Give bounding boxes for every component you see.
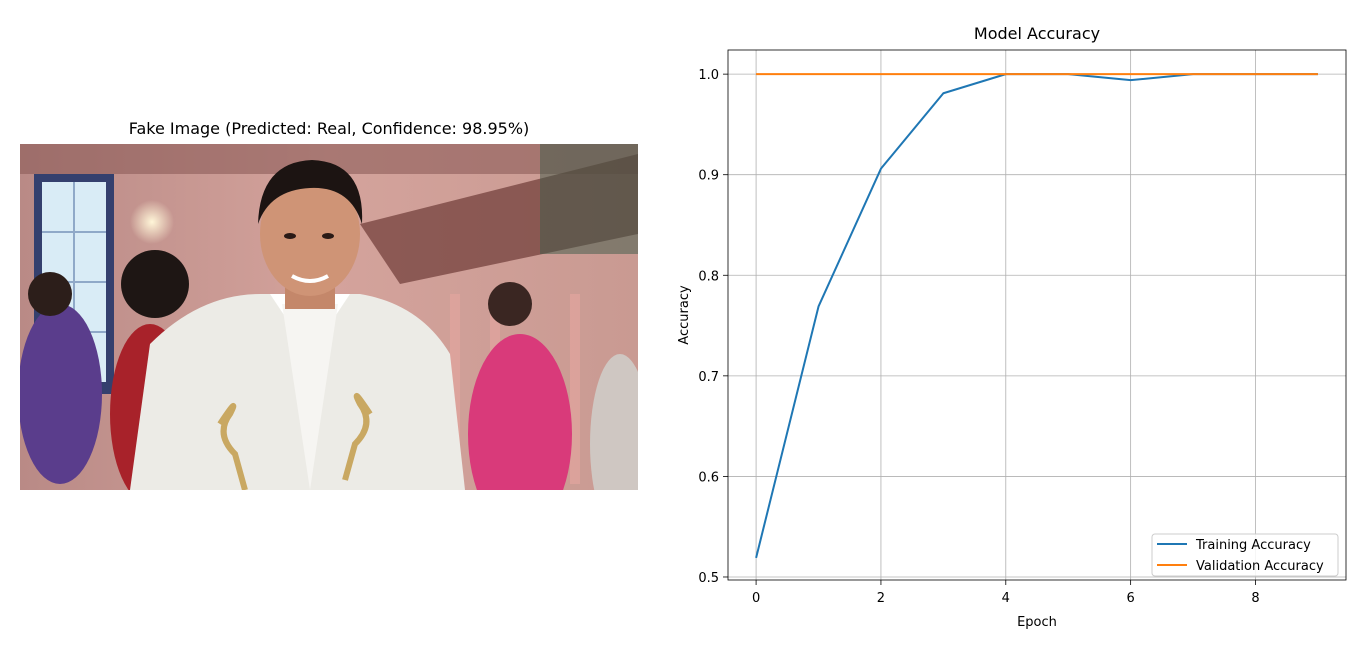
x-tick-label: 0 bbox=[752, 591, 760, 606]
person-photo bbox=[20, 144, 638, 490]
x-tick-label: 6 bbox=[1126, 591, 1134, 606]
y-tick-label: 0.8 bbox=[698, 269, 719, 284]
legend-label-validation: Validation Accuracy bbox=[1196, 559, 1324, 574]
plot-frame bbox=[727, 49, 1347, 581]
y-tick-label: 1.0 bbox=[698, 68, 719, 83]
y-tick-label: 0.7 bbox=[698, 370, 719, 385]
training-accuracy-line bbox=[755, 73, 1318, 559]
legend-box bbox=[1151, 533, 1339, 577]
grid-layer bbox=[728, 50, 1346, 580]
x-tick-label: 2 bbox=[877, 591, 885, 606]
tick-layer: 0 2 4 6 8 0.5 0.6 0.7 0.8 0.9 1.0 bbox=[698, 68, 1259, 606]
legend: Training Accuracy Validation Accuracy bbox=[1151, 533, 1339, 577]
x-axis-label: Epoch bbox=[1017, 615, 1057, 630]
y-axis-label: Accuracy bbox=[677, 285, 692, 345]
y-tick-label: 0.5 bbox=[698, 571, 719, 586]
y-tick-label: 0.9 bbox=[698, 169, 719, 184]
x-tick-label: 4 bbox=[1002, 591, 1010, 606]
x-tick-label: 8 bbox=[1251, 591, 1259, 606]
legend-label-training: Training Accuracy bbox=[1195, 538, 1311, 553]
image-title: Fake Image (Predicted: Real, Confidence:… bbox=[128, 119, 530, 138]
photo-illustration bbox=[20, 144, 638, 490]
chart-title: Model Accuracy bbox=[973, 24, 1101, 43]
series-layer bbox=[755, 73, 1318, 559]
y-tick-label: 0.6 bbox=[698, 470, 719, 485]
